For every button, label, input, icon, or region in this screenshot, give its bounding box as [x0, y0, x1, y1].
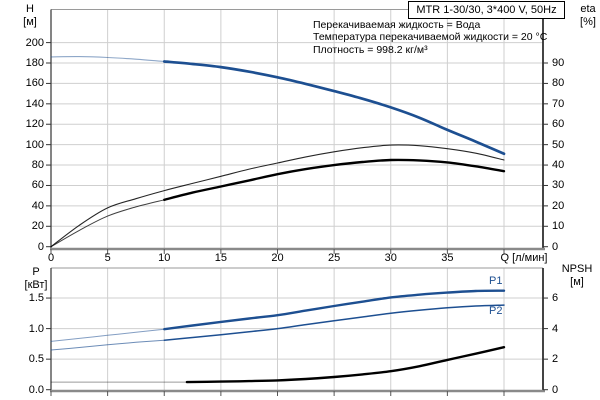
operating-conditions: Перекачиваемая жидкость = Вода Температу… [313, 19, 547, 56]
y-left-tick-label: 1.0 [28, 322, 44, 335]
curve-eta_total [50, 199, 165, 248]
y-right-tick-label: 30 [552, 179, 565, 192]
y-right-tick-label: 2 [552, 353, 559, 366]
p-axis-title: P [32, 266, 40, 278]
y-left-tick-label: 160 [25, 77, 44, 90]
p-axis-unit: [кВт] [24, 279, 48, 291]
y-right-tick-label: 50 [552, 138, 565, 151]
x-tick-label: 0 [47, 252, 55, 264]
h-axis-unit: [м] [23, 16, 37, 28]
y-right-tick-label: 4 [552, 322, 559, 335]
y-left-tick-label: 20 [31, 220, 44, 233]
pump-title-box: MTR 1-30/30, 3*400 V, 50Hz [408, 1, 565, 19]
y-left-tick-label: 180 [25, 57, 44, 69]
x-tick-label: 10 [158, 252, 171, 264]
y-right-tick-label: 0 [552, 240, 559, 253]
q-axis-label: Q [л/мин] [500, 252, 548, 264]
y-right-tick-label: 10 [552, 220, 565, 233]
eta-axis-title: eta [580, 3, 596, 15]
y-left-tick-label: 0.5 [28, 353, 44, 366]
npsh-axis-unit: [м] [570, 276, 584, 288]
curve-H [162, 60, 506, 156]
y-right-tick-label: 70 [552, 97, 565, 110]
y-left-tick-label: 80 [31, 159, 44, 172]
condition-liquid: Перекачиваемая жидкость = Вода [313, 19, 481, 31]
y-left-tick-label: 100 [25, 138, 44, 151]
y-right-tick-label: 90 [552, 57, 565, 69]
y-right-tick-label: 20 [552, 199, 565, 212]
h-axis-title: H [26, 3, 34, 15]
condition-temperature: Температура перекачиваемой жидкости = 20… [313, 31, 548, 44]
curve-P2 [50, 339, 165, 351]
x-tick-label: 15 [214, 252, 227, 264]
y-left-tick-label: 40 [31, 199, 44, 212]
curve-NPSH [185, 346, 506, 384]
y-right-tick-label: 60 [552, 118, 565, 131]
curve-H [50, 56, 165, 63]
eta-axis-unit: [%] [580, 16, 596, 28]
x-tick-label: 20 [271, 252, 284, 264]
curve-P1 [50, 328, 165, 342]
curve-P1 [163, 289, 506, 331]
y-left-tick-label: 200 [25, 36, 44, 49]
y-left-tick-label: 60 [31, 179, 44, 192]
x-tick-label: 35 [441, 252, 454, 264]
y-right-tick-label: 6 [552, 292, 559, 305]
y-left-tick-label: 1.5 [28, 292, 44, 305]
x-tick-label: 5 [104, 252, 111, 264]
y-right-tick-label: 80 [552, 77, 565, 90]
y-right-tick-label: 0 [552, 383, 559, 396]
y-left-tick-label: 0.0 [28, 383, 44, 396]
y-left-tick-label: 0 [37, 240, 44, 253]
x-tick-label: 30 [384, 252, 397, 264]
condition-density: Плотность = 998.2 кг/м³ [313, 43, 428, 56]
curve-P2 [163, 304, 505, 341]
curve-eta_total [163, 158, 506, 201]
npsh-axis-title: NPSH [561, 263, 593, 275]
curve-eta_pump [50, 144, 505, 248]
y-right-tick-label: 40 [552, 159, 565, 172]
p1-curve-label: P1 [489, 275, 503, 287]
y-left-tick-label: 120 [25, 118, 44, 131]
y-left-tick-label: 140 [25, 97, 44, 110]
p2-curve-label: P2 [489, 305, 503, 317]
x-tick-label: 25 [328, 252, 341, 264]
